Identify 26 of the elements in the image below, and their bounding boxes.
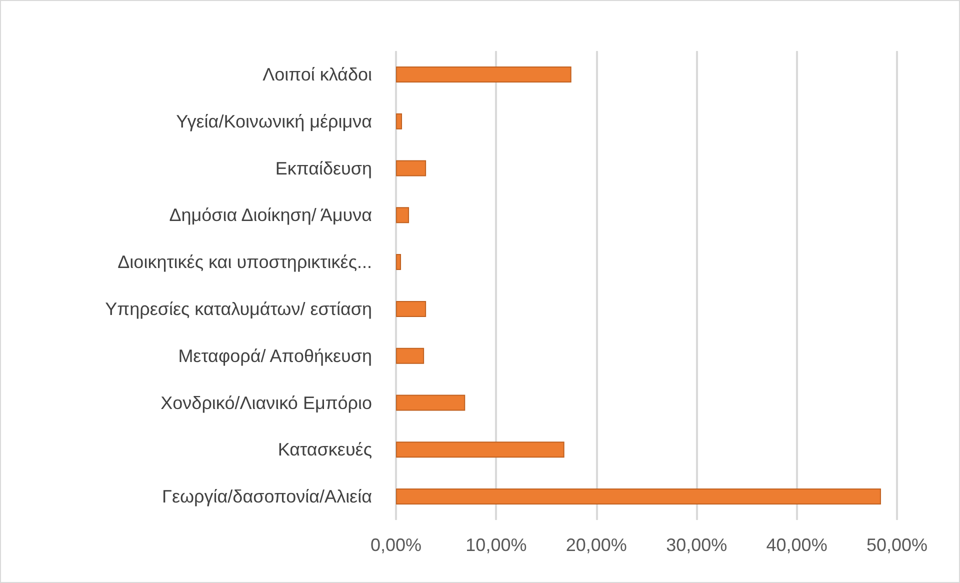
bar	[396, 488, 881, 505]
x-tick-label: 0,00%	[370, 535, 422, 555]
y-tick-label: Γεωργία/δασοπονία/Αλιεία	[162, 486, 372, 507]
bar	[396, 394, 466, 411]
y-tick-label: Διοικητικές και υποστηρικτικές...	[118, 252, 372, 272]
y-tick-label: Υγεία/Κοινωνική μέριμνα	[176, 111, 372, 132]
y-tick-label: Λοιποί κλάδοι	[262, 64, 372, 84]
x-tick-label: 40,00%	[766, 535, 828, 555]
x-tick-label: 10,00%	[466, 535, 527, 555]
bar	[396, 300, 426, 317]
bar	[396, 348, 424, 364]
bar	[396, 442, 564, 458]
x-tick-label: 50,00%	[866, 535, 928, 555]
bar	[396, 207, 410, 224]
y-tick-label: Χονδρικό/Λιανικό Εμπόριο	[160, 392, 372, 413]
y-tick-label: Μεταφορά/ Αποθήκευση	[178, 346, 372, 366]
bar	[396, 66, 572, 82]
bar	[396, 160, 426, 176]
x-tick-label: 30,00%	[666, 535, 728, 555]
bar	[396, 254, 402, 270]
x-tick-label: 20,00%	[566, 535, 627, 555]
y-tick-label: Υπηρεσίες καταλυμάτων/ εστίαση	[105, 298, 372, 319]
y-tick-label: Εκπαίδευση	[275, 158, 372, 178]
y-tick-label: Κατασκευές	[278, 440, 372, 460]
bar	[396, 113, 402, 130]
y-tick-label: Δημόσια Διοίκηση/ Άμυνα	[169, 205, 372, 226]
